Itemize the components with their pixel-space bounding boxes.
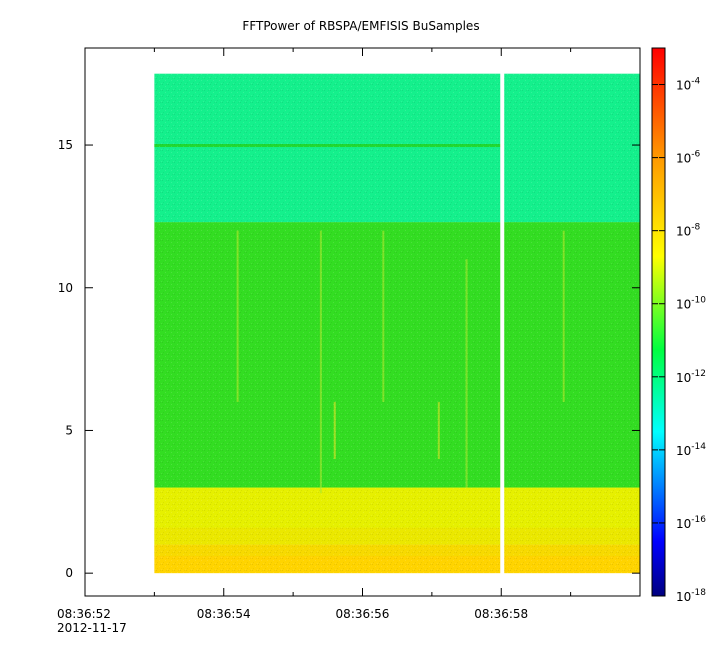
x-date-label: 2012-11-17 — [57, 621, 127, 635]
colorbar-tick-label--14: 10-14 — [676, 442, 706, 458]
colorbar-tick-label--18: 10-18 — [676, 588, 706, 604]
colorbar-tick-label--8: 10-8 — [676, 223, 701, 239]
spectrogram-noise — [154, 73, 640, 574]
colorbar-scale — [651, 47, 666, 597]
y-tick-label-15: 15 — [58, 138, 73, 152]
y-axis: 0 5 10 15 — [58, 138, 640, 580]
chart-title: FFTPower of RBSPA/EMFISIS BuSamples — [242, 19, 479, 33]
data-gap — [500, 72, 505, 575]
spectrogram-image — [154, 72, 640, 575]
x-tick-label-1: 08:36:54 — [197, 607, 251, 621]
colorbar-tick-label--10: 10-10 — [676, 296, 706, 312]
x-tick-label-3: 08:36:58 — [474, 607, 528, 621]
x-tick-label-0: 08:36:52 — [57, 607, 111, 621]
y-tick-label-10: 10 — [58, 281, 73, 295]
colorbar-tick-label--6: 10-6 — [676, 150, 701, 166]
colorbar-tick-label--16: 10-16 — [676, 515, 706, 531]
x-tick-label-2: 08:36:56 — [336, 607, 390, 621]
y-tick-label-0: 0 — [65, 566, 73, 580]
y-tick-label-5: 5 — [65, 423, 73, 437]
colorbar-tick-label--4: 10-4 — [676, 77, 701, 93]
colorbar-tick-label--12: 10-12 — [676, 369, 706, 385]
colorbar: 10-4 10-6 10-8 10-10 10-12 10-14 10-16 10-18 — [651, 47, 706, 604]
